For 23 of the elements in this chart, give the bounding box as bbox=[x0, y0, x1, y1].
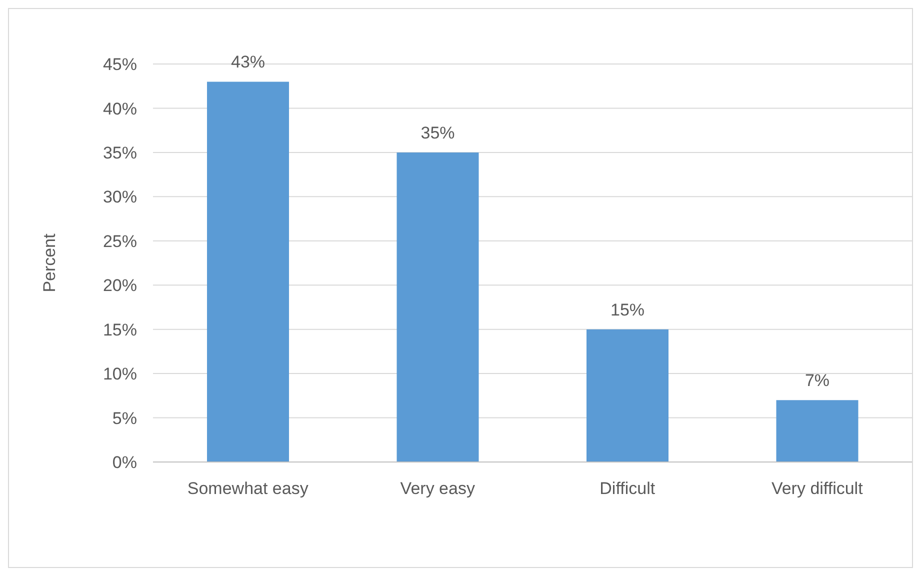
data-label: 15% bbox=[610, 300, 645, 320]
y-tick-label: 40% bbox=[102, 99, 137, 118]
y-axis-title: Percent bbox=[40, 233, 60, 292]
bar bbox=[586, 329, 668, 462]
data-label: 35% bbox=[420, 123, 455, 142]
y-tick-label: 20% bbox=[102, 276, 137, 296]
y-tick-label: 15% bbox=[102, 320, 137, 340]
bar bbox=[207, 82, 289, 462]
data-label: 43% bbox=[230, 52, 266, 72]
bar bbox=[776, 400, 858, 462]
data-label: 7% bbox=[804, 371, 830, 390]
y-tick-label: 25% bbox=[102, 232, 137, 251]
x-tick-label: Somewhat easy bbox=[187, 479, 309, 498]
x-tick-label: Difficult bbox=[600, 479, 656, 498]
y-tick-label: 5% bbox=[112, 408, 137, 428]
y-tick-label: 45% bbox=[102, 55, 137, 74]
x-tick-label: Very easy bbox=[400, 479, 476, 498]
y-tick-label: 35% bbox=[102, 143, 137, 162]
y-tick-label: 30% bbox=[102, 188, 137, 207]
bar bbox=[396, 152, 479, 462]
y-tick-label: 10% bbox=[102, 364, 137, 384]
y-tick-label: 0% bbox=[112, 453, 137, 472]
x-tick-label: Very difficult bbox=[771, 479, 864, 498]
